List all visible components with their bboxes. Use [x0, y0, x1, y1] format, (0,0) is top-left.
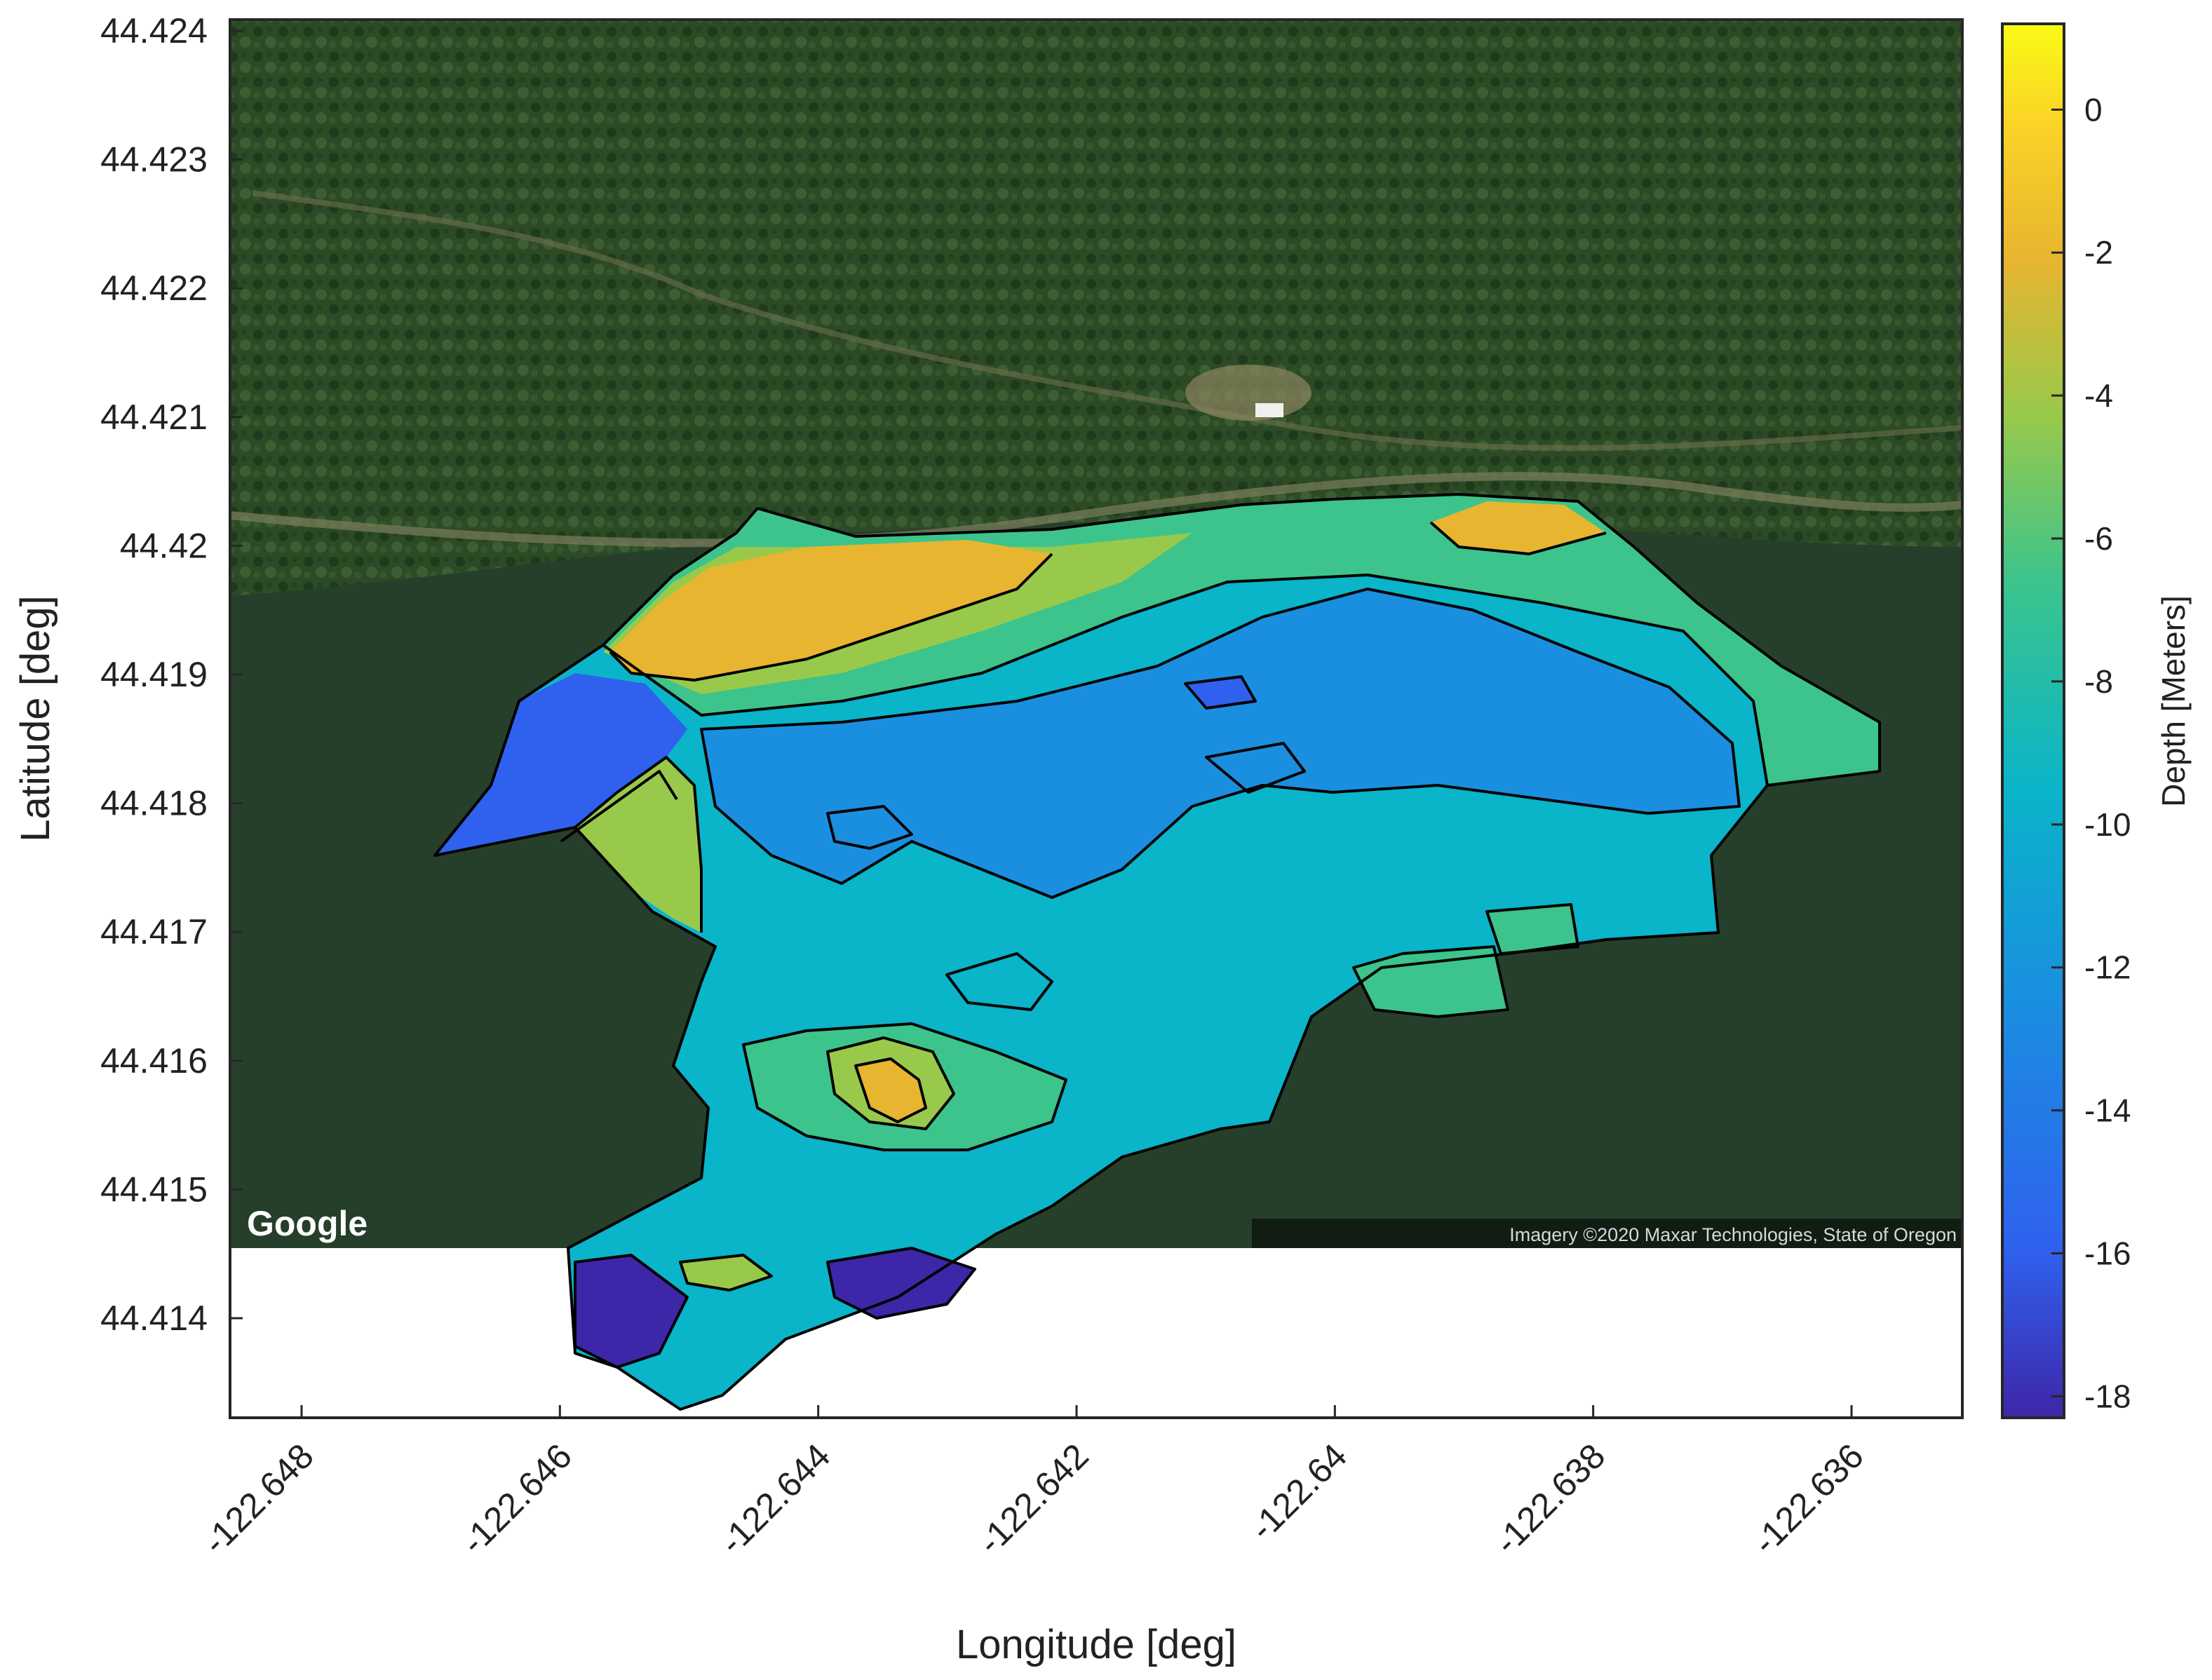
colorbar-ticks: 0 -2 -4 -6 -8 -10 -12 -14 -16 -18: [2051, 91, 2131, 1414]
x-axis-title: Longitude [deg]: [956, 1622, 1236, 1667]
colorbar-tick-label: -12: [2084, 949, 2131, 986]
x-tick-label: -122.646: [454, 1436, 579, 1562]
y-tick-label: 44.424: [100, 11, 208, 50]
y-axis-title: Latitude [deg]: [13, 595, 58, 842]
clearing: [1185, 365, 1311, 421]
depth-region-east-green: [1354, 947, 1508, 1017]
colorbar-tick-label: -18: [2084, 1378, 2131, 1414]
y-tick-label: 44.415: [100, 1170, 208, 1209]
y-tick-label: 44.421: [100, 398, 208, 437]
y-tick-label: 44.414: [100, 1299, 208, 1338]
contour-line: [854, 1057, 927, 1123]
colorbar-tick-label: -8: [2084, 663, 2113, 700]
y-tick-label: 44.418: [100, 784, 208, 823]
contour-line: [742, 1022, 1067, 1151]
contour-line: [1485, 903, 1579, 955]
y-tick-label: 44.423: [100, 140, 208, 179]
x-tick-label: -122.642: [971, 1436, 1096, 1562]
map-attribution-group: Google Imagery ©2020 Maxar Technologies,…: [247, 1204, 1962, 1248]
x-tick-label: -122.636: [1746, 1436, 1871, 1562]
y-tick-label: 44.419: [100, 655, 208, 694]
contour-line: [574, 1254, 689, 1369]
contour-line: [574, 756, 703, 933]
depth-region-ne-orange: [1431, 501, 1606, 554]
contour-line: [1184, 675, 1257, 710]
contour-line: [1429, 521, 1607, 555]
contour-line: [679, 1254, 773, 1292]
imagery-attribution: Imagery ©2020 Maxar Technologies, State …: [1509, 1224, 1957, 1245]
google-logo: Google: [247, 1204, 367, 1243]
contour-line: [826, 1036, 955, 1130]
depth-region-sw-deep: [575, 1255, 687, 1367]
colorbar-tick-label: -6: [2084, 520, 2113, 557]
contour-line: [433, 493, 1881, 1411]
colorbar-tick-label: -2: [2084, 234, 2113, 271]
colorbar-tick-label: -16: [2084, 1235, 2131, 1272]
colorbar-tick-label: 0: [2084, 91, 2103, 128]
y-axis: 44.424 44.423 44.422 44.421 44.42 44.419 44.41…: [100, 11, 243, 1338]
colorbar-tick-label: -10: [2084, 806, 2131, 843]
depth-region-central-spot: [1185, 677, 1255, 708]
contour-line: [602, 574, 1769, 786]
colorbar-title: Depth [Meters]: [2155, 595, 2192, 807]
y-tick-label: 44.416: [100, 1041, 208, 1081]
colorbar-tick-label: -4: [2084, 377, 2113, 414]
depth-region-south-peak: [856, 1059, 926, 1122]
shore-road: [230, 472, 1962, 548]
colorbar: 0 -2 -4 -6 -8 -10 -12 -14 -16 -18 Depth [Meters]: [2001, 22, 2192, 1419]
contour-line: [826, 1247, 976, 1320]
x-tick-label: -122.644: [712, 1436, 837, 1562]
contour-line: [1352, 945, 1509, 1018]
colorbar-tick-label: -14: [2084, 1092, 2131, 1129]
depth-region-central-blue: [701, 589, 1739, 897]
x-tick-label: -122.648: [196, 1436, 321, 1562]
depth-region-east-green-2: [1487, 905, 1578, 954]
contour-line: [1205, 742, 1306, 794]
y-tick-label: 44.42: [120, 526, 208, 565]
contour-line: [945, 952, 1053, 1011]
y-tick-label: 44.422: [100, 269, 208, 308]
contour-lines: [433, 493, 1881, 1411]
depth-region-s-deep: [828, 1248, 975, 1318]
x-tick-label: -122.64: [1243, 1436, 1355, 1548]
contour-line: [826, 805, 913, 850]
contour-line: [700, 588, 1741, 899]
y-tick-label: 44.417: [100, 912, 208, 951]
x-axis: -122.648 -122.646 -122.644 -122.642 -122.64 -…: [196, 1405, 1871, 1562]
forest-road: [252, 190, 1962, 451]
colorbar-gradient: [2001, 22, 2065, 1419]
depth-region-west-blue: [435, 673, 687, 855]
contour-line: [560, 770, 678, 843]
depth-region-north-orange: [610, 540, 1052, 680]
x-tick-label: -122.638: [1487, 1436, 1612, 1562]
plot-frame: [229, 18, 1964, 1419]
depth-region-s-green: [680, 1255, 771, 1290]
contour-line: [609, 553, 1053, 682]
